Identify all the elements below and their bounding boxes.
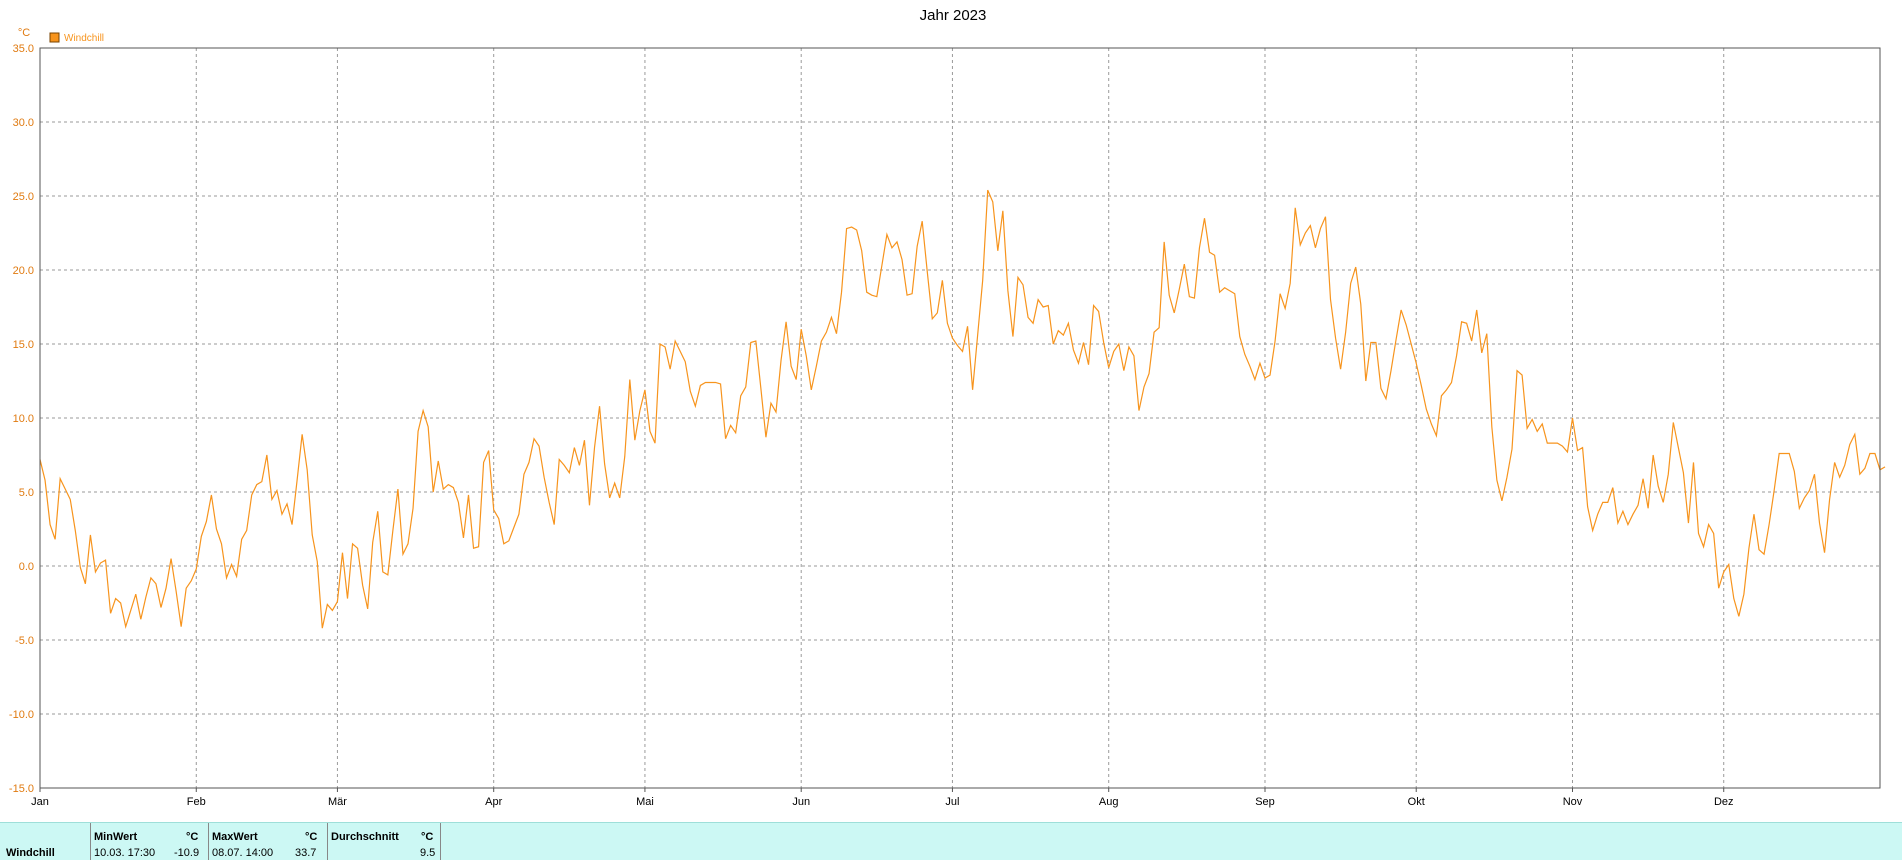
x-tick-label: Aug	[1099, 796, 1119, 808]
stats-avg-label: Durchschnitt	[331, 831, 399, 843]
y-tick-label: 0.0	[19, 561, 34, 573]
plot-frame	[39, 47, 1881, 789]
y-tick-label: 15.0	[13, 339, 34, 351]
windchill-chart: Jahr 2023 °C Windchill 35.0 30.0 25.0 20.0 1…	[9, 7, 1886, 808]
stats-avg-unit: °C	[421, 831, 434, 843]
y-tick-label: -10.0	[9, 709, 34, 721]
x-tick-label: Jul	[945, 796, 959, 808]
x-tick-label: Feb	[187, 796, 206, 808]
legend-swatch	[49, 32, 60, 43]
stats-max-label: MaxWert	[212, 831, 258, 843]
x-tick-label: Dez	[1714, 796, 1734, 808]
stats-max-unit: °C	[305, 831, 318, 843]
stats-min-value: -10.9	[174, 847, 200, 859]
y-axis-unit: °C	[18, 27, 30, 39]
y-tick-label: 20.0	[13, 265, 34, 277]
y-tick-label: 35.0	[13, 43, 34, 55]
y-tick-label: -15.0	[9, 783, 34, 795]
stats-min-label: MinWert	[94, 831, 138, 843]
stats-max-value: 33.7	[295, 847, 317, 859]
stats-min-unit: °C	[186, 831, 199, 843]
legend-label-windchill: Windchill	[64, 33, 104, 44]
x-tick-label: Sep	[1255, 796, 1275, 808]
windchill-series-line	[39, 189, 1886, 630]
chart-title: Jahr 2023	[920, 7, 987, 24]
x-tick-label: Jun	[792, 796, 810, 808]
statistics-bar: Windchill MinWert °C 10.03. 17:30 -10.9 …	[0, 822, 1902, 860]
y-tick-label: 30.0	[13, 117, 34, 129]
y-tick-label: 5.0	[19, 487, 34, 499]
x-tick-label: Mai	[636, 796, 654, 808]
x-tick-label: Mär	[328, 796, 347, 808]
y-tick-label: 10.0	[13, 413, 34, 425]
y-tick-label: -5.0	[15, 635, 34, 647]
x-tick-label: Jan	[31, 796, 49, 808]
y-tick-label: 25.0	[13, 191, 34, 203]
stats-max-time: 08.07. 14:00	[212, 847, 274, 859]
x-tick-label: Okt	[1408, 796, 1425, 808]
stats-avg-value: 9.5	[420, 847, 436, 859]
stats-min-time: 10.03. 17:30	[94, 847, 156, 859]
stats-row-label: Windchill	[6, 847, 55, 859]
x-tick-label: Nov	[1563, 796, 1583, 808]
x-tick-label: Apr	[485, 796, 502, 808]
